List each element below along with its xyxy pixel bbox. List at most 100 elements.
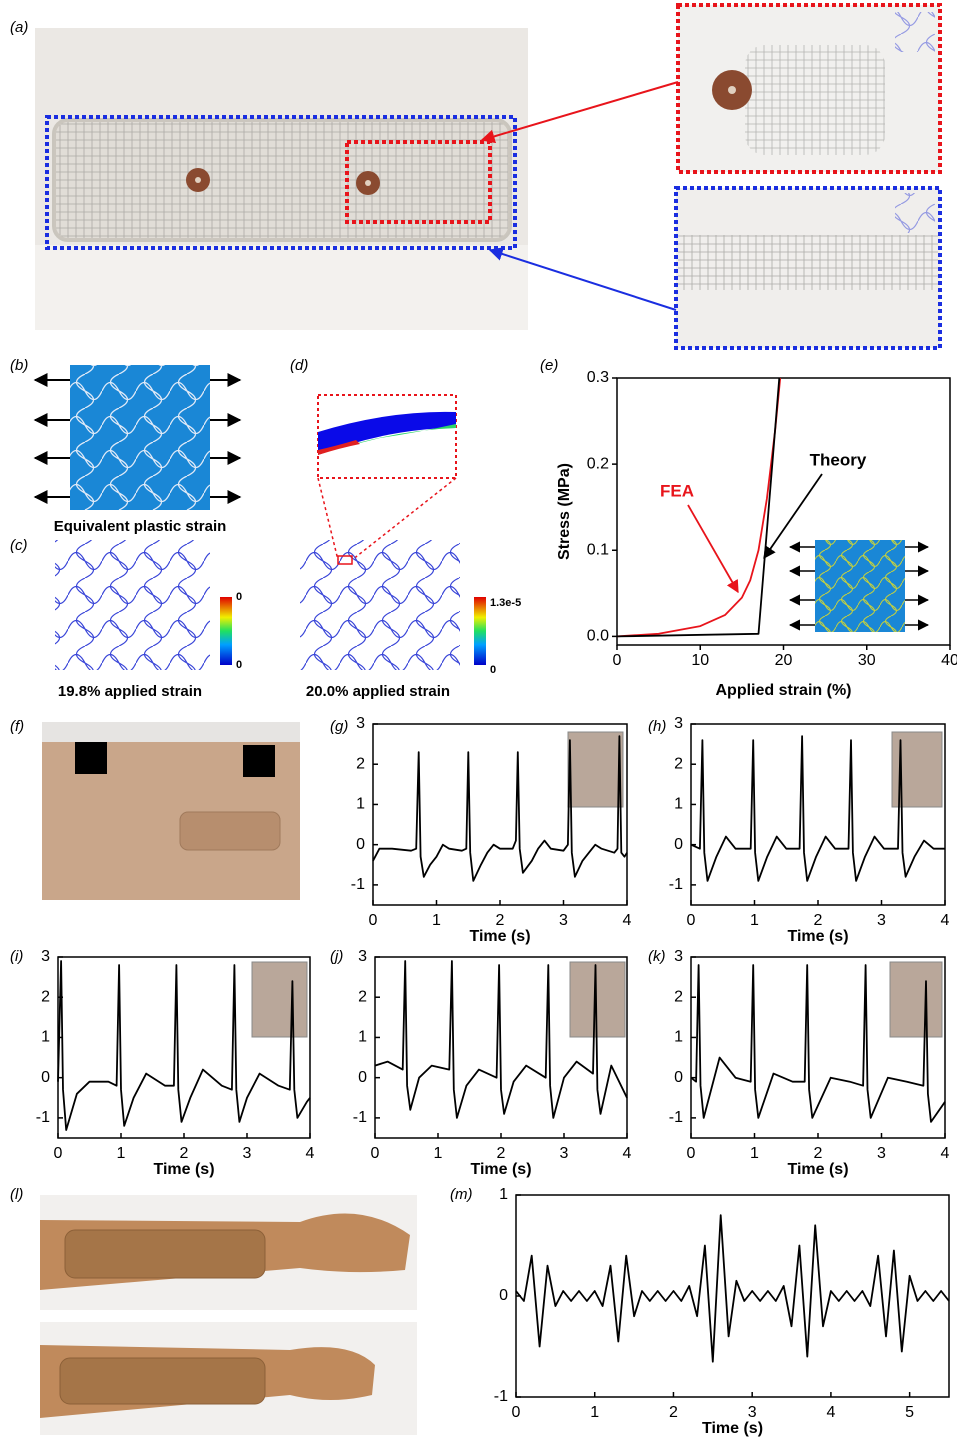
x-tick-label: 0 — [613, 652, 622, 669]
y-tick-label: 1 — [674, 796, 683, 813]
x-axis-label: Time (s) — [787, 1161, 848, 1178]
x-tick-label: 3 — [560, 1145, 569, 1162]
colorbar-max: 1.3e-5 — [490, 597, 521, 609]
caption-b: Equivalent plastic strain — [54, 518, 227, 535]
y-tick-label: 2 — [358, 988, 367, 1005]
y-tick-label: 0.1 — [587, 541, 609, 558]
x-tick-label: 0 — [687, 912, 696, 929]
y-tick-label: 0 — [41, 1069, 50, 1086]
x-tick-label: 2 — [669, 1404, 678, 1421]
photo-f — [42, 722, 300, 900]
panel-label: (b) — [10, 357, 28, 374]
y-tick-label: 1 — [356, 796, 365, 813]
chart: 0102030400.00.10.20.3Applied strain (%)S… — [556, 369, 957, 699]
x-tick-label: 0 — [54, 1145, 63, 1162]
y-tick-label: 1 — [674, 1029, 683, 1046]
x-tick-label: 5 — [905, 1404, 914, 1421]
y-tick-label: 0.2 — [587, 455, 609, 472]
x-tick-label: 3 — [877, 912, 886, 929]
panel-label: (g) — [330, 718, 348, 735]
annotation-arrow — [764, 474, 822, 558]
x-tick-label: 4 — [623, 912, 632, 929]
x-tick-label: 1 — [432, 912, 441, 929]
y-tick-label: 1 — [358, 1029, 367, 1046]
inset-e — [790, 540, 928, 632]
y-axis-label: Stress (MPa) — [556, 463, 573, 560]
y-tick-label: 0 — [674, 836, 683, 853]
x-tick-label: 3 — [748, 1404, 757, 1421]
x-tick-label: 3 — [877, 1145, 886, 1162]
y-tick-label: 2 — [674, 988, 683, 1005]
x-tick-label: 4 — [306, 1145, 315, 1162]
simulation-b — [35, 365, 240, 510]
y-tick-label: 0 — [499, 1287, 508, 1304]
x-tick-label: 1 — [590, 1404, 599, 1421]
x-tick-label: 40 — [941, 652, 957, 669]
y-tick-label: 3 — [674, 948, 683, 965]
y-tick-label: 0.0 — [587, 628, 609, 645]
x-tick-label: 1 — [434, 1145, 443, 1162]
y-tick-label: -1 — [351, 876, 365, 893]
x-axis-label: Time (s) — [787, 928, 848, 945]
y-tick-label: 0 — [356, 836, 365, 853]
panel-label: (c) — [10, 537, 28, 554]
x-tick-label: 1 — [750, 1145, 759, 1162]
plot-frame — [516, 1195, 949, 1397]
x-tick-label: 0 — [687, 1145, 696, 1162]
x-tick-label: 0 — [371, 1145, 380, 1162]
x-axis-label: Applied strain (%) — [715, 682, 851, 699]
x-axis-label: Time (s) — [702, 1420, 763, 1437]
panel-label: (i) — [10, 948, 23, 965]
y-tick-label: 2 — [41, 988, 50, 1005]
y-tick-label: -1 — [669, 876, 683, 893]
colorbar-min: 0 — [236, 659, 242, 671]
x-tick-label: 2 — [814, 912, 823, 929]
panel-label: (f) — [10, 718, 24, 735]
x-tick-label: 2 — [814, 1145, 823, 1162]
annotation: FEA — [660, 481, 694, 500]
x-axis-label: Time (s) — [153, 1161, 214, 1178]
x-tick-label: 2 — [496, 912, 505, 929]
panel-label: (a) — [10, 19, 28, 36]
x-tick-label: 30 — [858, 652, 876, 669]
y-tick-label: 1 — [499, 1186, 508, 1203]
x-tick-label: 10 — [691, 652, 709, 669]
colorbar-c — [220, 597, 232, 665]
y-tick-label: 2 — [674, 755, 683, 772]
colorbar-max: 0 — [236, 591, 242, 603]
colorbar-min: 0 — [490, 664, 496, 676]
x-tick-label: 3 — [243, 1145, 252, 1162]
y-tick-label: -1 — [353, 1109, 367, 1126]
y-tick-label: 0 — [674, 1069, 683, 1086]
y-tick-label: 1 — [41, 1029, 50, 1046]
photo-a — [35, 5, 940, 348]
x-axis-label: Time (s) — [470, 1161, 531, 1178]
panel-label: (d) — [290, 357, 308, 374]
x-axis-label: Time (s) — [469, 928, 530, 945]
y-tick-label: 3 — [674, 715, 683, 732]
x-tick-label: 3 — [559, 912, 568, 929]
y-tick-label: 2 — [356, 755, 365, 772]
y-tick-label: 3 — [358, 948, 367, 965]
x-tick-label: 4 — [623, 1145, 632, 1162]
y-tick-label: 0.3 — [587, 369, 609, 386]
photo-l — [40, 1195, 417, 1435]
y-tick-label: 3 — [41, 948, 50, 965]
y-tick-label: 0 — [358, 1069, 367, 1086]
caption-c: 19.8% applied strain — [58, 683, 202, 700]
caption-d: 20.0% applied strain — [306, 683, 450, 700]
figure: Equivalent plastic strain 0 0 19.8% appl… — [0, 0, 957, 1445]
panel-label: (l) — [10, 1186, 23, 1203]
y-tick-label: -1 — [494, 1388, 508, 1405]
panel-label: (j) — [330, 948, 343, 965]
x-tick-label: 2 — [180, 1145, 189, 1162]
x-tick-label: 1 — [117, 1145, 126, 1162]
x-tick-label: 4 — [941, 1145, 950, 1162]
simulation-d — [300, 395, 460, 670]
y-tick-label: -1 — [669, 1109, 683, 1126]
x-tick-label: 2 — [497, 1145, 506, 1162]
panel-label: (m) — [450, 1186, 473, 1203]
series-line — [617, 378, 780, 636]
annotation-arrow — [688, 505, 738, 592]
